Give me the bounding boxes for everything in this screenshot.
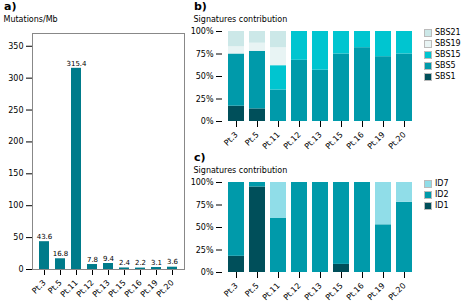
svg-text:3.1: 3.1 [151, 259, 162, 267]
svg-text:Pt.13: Pt.13 [90, 278, 112, 300]
svg-text:Pt.16: Pt.16 [345, 130, 366, 151]
svg-text:0%: 0% [201, 117, 214, 126]
svg-text:2.4: 2.4 [119, 259, 131, 267]
svg-text:Pt.5: Pt.5 [243, 130, 260, 147]
svg-text:9.4: 9.4 [103, 255, 115, 263]
html-text:SBS1: SBS1 [435, 72, 456, 81]
svg-text:Signatures contribution: Signatures contribution [194, 15, 288, 24]
html-text:ID2: ID2 [435, 190, 449, 199]
svg-text:2.2: 2.2 [135, 259, 146, 267]
svg-text:Signatures contribution: Signatures contribution [194, 166, 288, 175]
svg-text:43.6: 43.6 [37, 233, 53, 241]
svg-text:50%: 50% [196, 72, 214, 81]
html-text:SBS5: SBS5 [435, 61, 456, 70]
svg-text:75%: 75% [196, 50, 214, 59]
svg-text:Pt.12: Pt.12 [282, 130, 303, 151]
svg-text:Pt.12: Pt.12 [282, 281, 303, 302]
svg-text:Pt.16: Pt.16 [122, 278, 144, 300]
svg-text:Pt.5: Pt.5 [243, 281, 260, 298]
svg-text:50%: 50% [196, 223, 214, 232]
svg-text:Pt.20: Pt.20 [387, 281, 408, 302]
html-text:c): c) [194, 151, 206, 164]
svg-text:7.8: 7.8 [87, 256, 98, 264]
svg-text:250: 250 [8, 106, 23, 115]
html-text:SBS19: SBS19 [435, 39, 461, 48]
html-text:SBS21: SBS21 [435, 28, 461, 37]
svg-text:Pt.16: Pt.16 [345, 281, 366, 302]
svg-text:Pt.15: Pt.15 [324, 281, 345, 302]
svg-text:50: 50 [13, 233, 23, 242]
html-text:ID7: ID7 [435, 179, 449, 188]
html-text:ID1: ID1 [435, 201, 449, 210]
svg-text:200: 200 [8, 137, 23, 146]
svg-text:300: 300 [8, 74, 23, 83]
svg-text:Pt.11: Pt.11 [261, 281, 282, 302]
svg-text:Pt.3: Pt.3 [30, 278, 47, 295]
svg-text:Mutations/Mb: Mutations/Mb [4, 15, 58, 24]
svg-text:100%: 100% [191, 178, 214, 187]
svg-text:Pt.19: Pt.19 [366, 281, 387, 302]
svg-text:150: 150 [8, 169, 23, 178]
svg-text:Pt.19: Pt.19 [366, 130, 387, 151]
svg-text:25%: 25% [196, 246, 214, 255]
svg-text:Pt.5: Pt.5 [46, 278, 64, 296]
html-text:b): b) [194, 0, 207, 13]
svg-text:3.6: 3.6 [167, 258, 179, 266]
svg-text:100: 100 [8, 201, 23, 210]
svg-text:Pt.15: Pt.15 [106, 278, 128, 300]
svg-text:Pt.13: Pt.13 [303, 281, 324, 302]
svg-text:Pt.15: Pt.15 [324, 130, 345, 151]
html-text:a): a) [4, 0, 17, 13]
svg-text:100%: 100% [191, 27, 214, 36]
svg-text:Pt.3: Pt.3 [222, 281, 239, 298]
html-text:SBS15: SBS15 [435, 50, 461, 59]
svg-text:Pt.13: Pt.13 [303, 130, 324, 151]
svg-text:0: 0 [18, 265, 23, 274]
svg-text:Pt.20: Pt.20 [155, 278, 176, 299]
svg-text:0%: 0% [201, 268, 214, 277]
svg-text:75%: 75% [196, 201, 214, 210]
svg-text:Pt.3: Pt.3 [222, 130, 239, 147]
svg-text:Pt.11: Pt.11 [58, 278, 80, 300]
svg-text:Pt.19: Pt.19 [138, 278, 160, 300]
svg-text:Pt.12: Pt.12 [74, 278, 96, 300]
svg-text:25%: 25% [196, 95, 214, 104]
svg-text:Pt.20: Pt.20 [387, 130, 408, 151]
svg-text:350: 350 [8, 42, 23, 51]
svg-text:315.4: 315.4 [66, 60, 87, 68]
svg-text:Pt.11: Pt.11 [261, 130, 282, 151]
svg-text:16.8: 16.8 [53, 250, 69, 258]
